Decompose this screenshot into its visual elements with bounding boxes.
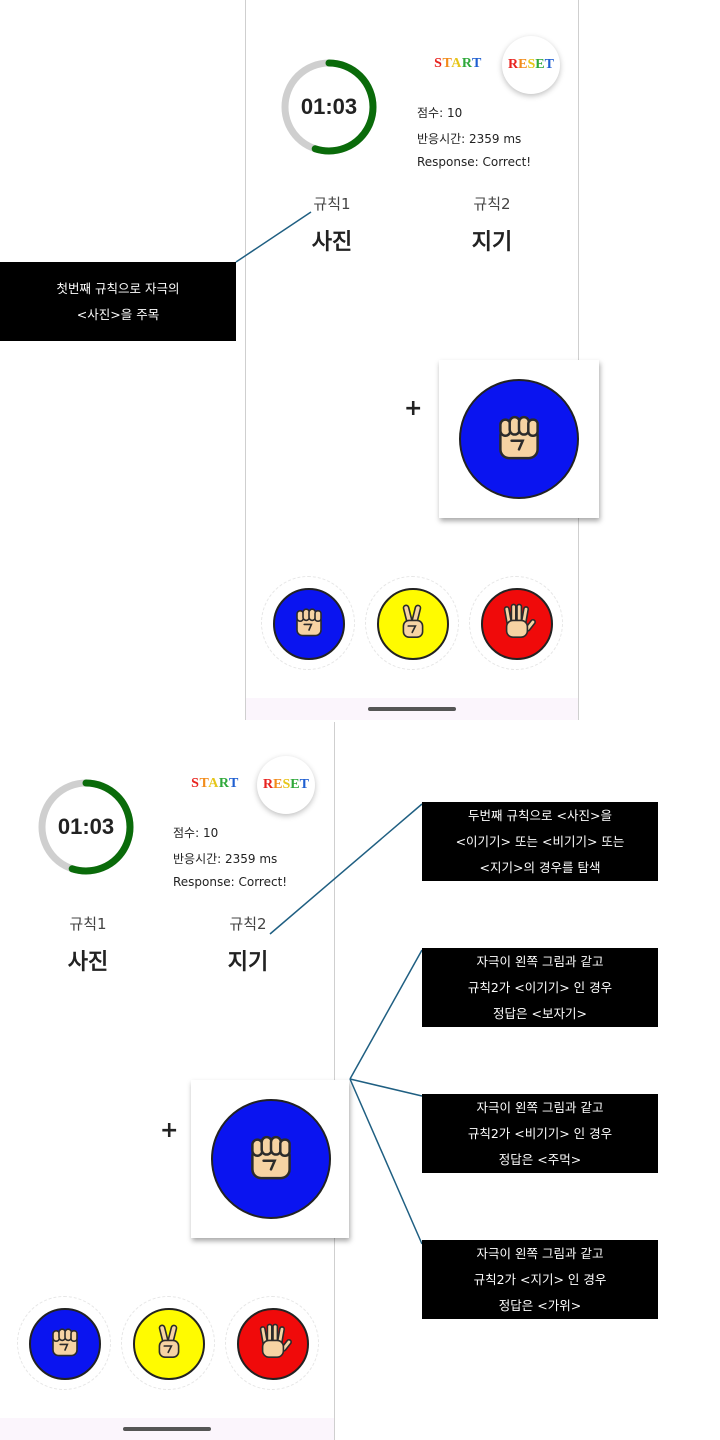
choice-paper-button[interactable] (225, 1296, 319, 1390)
choice-scissors-button[interactable] (121, 1296, 215, 1390)
countdown-timer: 01:03 (36, 777, 136, 877)
rule2-note: 두번째 규칙으로 <사진>을 <이기기> 또는 <비기기> 또는 <지기>의 경… (422, 802, 658, 881)
rock-fist-icon (289, 602, 329, 646)
paper-hand-icon (253, 1322, 293, 1366)
fixation-plus: + (404, 396, 423, 421)
rule1-value: 사진 (67, 950, 109, 975)
note-line: <지기>의 경우를 탐색 (479, 860, 601, 875)
note-line: 규칙2가 <지기> 인 경우 (473, 1272, 607, 1287)
reset-button-label: RESET (508, 57, 554, 72)
choice-rock-circle (29, 1308, 101, 1380)
choice-rock-circle (273, 588, 345, 660)
note-line: 정답은 <가위> (498, 1298, 582, 1313)
choice-paper-circle (237, 1308, 309, 1380)
note-line: 두번째 규칙으로 <사진>을 (468, 808, 612, 823)
timer-ring (281, 59, 377, 155)
response-text: Response: Correct! (173, 875, 288, 889)
timer-text: 01:03 (300, 94, 358, 119)
connector-case-draw (349, 1078, 423, 1097)
reaction-time-text: 반응시간: 2359 ms (417, 132, 522, 146)
rule2-value: 지기 (227, 950, 269, 975)
timer-text: 01:03 (57, 814, 115, 839)
countdown-timer: 01:03 (279, 57, 379, 157)
note-line: 첫번째 규칙으로 자극의 (56, 281, 180, 296)
rule2-value: 지기 (471, 230, 513, 255)
choice-scissors-circle (377, 588, 449, 660)
reset-button[interactable]: RESET (502, 36, 560, 94)
case-draw-note: 자극이 왼쪽 그림과 같고 규칙2가 <비기기> 인 경우 정답은 <주먹> (422, 1094, 658, 1173)
timer-ring (38, 779, 134, 875)
note-line: 자극이 왼쪽 그림과 같고 (476, 954, 604, 969)
choice-scissors-button[interactable] (365, 576, 459, 670)
choice-rock-button[interactable] (261, 576, 355, 670)
note-line: 규칙2가 <비기기> 인 경우 (467, 1126, 613, 1141)
choice-paper-button[interactable] (469, 576, 563, 670)
home-gesture-handle[interactable] (123, 1427, 211, 1431)
case-win-note: 자극이 왼쪽 그림과 같고 규칙2가 <이기기> 인 경우 정답은 <보자기> (422, 948, 658, 1027)
connector-case-lose (349, 1078, 423, 1245)
start-button[interactable]: START (418, 52, 498, 76)
home-gesture-handle[interactable] (368, 707, 456, 711)
connector-rule2 (269, 803, 423, 935)
rock-fist-icon (488, 406, 550, 472)
note-line: 자극이 왼쪽 그림과 같고 (476, 1246, 604, 1261)
note-line: 정답은 <보자기> (493, 1006, 587, 1021)
score-text: 점수: 10 (173, 826, 219, 840)
phone-screen-top: 01:03 START RESET 점수: 10 반응시간: 2359 ms R… (245, 0, 599, 720)
navigation-bar (0, 1418, 334, 1440)
rule1-value: 사진 (311, 230, 353, 255)
start-button[interactable]: START (175, 772, 255, 796)
start-button-label: START (434, 56, 482, 71)
paper-hand-icon (497, 602, 537, 646)
reaction-time-text: 반응시간: 2359 ms (173, 852, 278, 866)
rock-fist-icon (240, 1126, 302, 1192)
choice-paper-circle (481, 588, 553, 660)
scissors-hand-icon (149, 1322, 189, 1366)
stimulus-circle (459, 379, 579, 499)
response-text: Response: Correct! (417, 155, 532, 169)
note-line: 정답은 <주먹> (498, 1152, 582, 1167)
stimulus-card (439, 360, 599, 518)
stimulus-card (191, 1080, 349, 1238)
rule1-label: 규칙1 (69, 915, 107, 933)
navigation-bar (246, 698, 578, 720)
note-line: <사진>을 주목 (76, 307, 160, 322)
connector-rule1 (235, 211, 312, 263)
connector-case-win (349, 949, 423, 1080)
start-button-label: START (191, 776, 239, 791)
score-text: 점수: 10 (417, 106, 463, 120)
note-line: 자극이 왼쪽 그림과 같고 (476, 1100, 604, 1115)
choice-scissors-circle (133, 1308, 205, 1380)
rock-fist-icon (45, 1322, 85, 1366)
rule1-note: 첫번째 규칙으로 자극의 <사진>을 주목 (0, 262, 236, 341)
reset-button-label: RESET (263, 777, 309, 792)
scissors-hand-icon (393, 602, 433, 646)
choice-rock-button[interactable] (17, 1296, 111, 1390)
rule1-label: 규칙1 (313, 195, 351, 213)
rule2-label: 규칙2 (229, 915, 267, 933)
stimulus-circle (211, 1099, 331, 1219)
reset-button[interactable]: RESET (257, 756, 315, 814)
note-line: 규칙2가 <이기기> 인 경우 (467, 980, 613, 995)
note-line: <이기기> 또는 <비기기> 또는 (455, 834, 625, 849)
phone-screen-bottom: 01:03 START RESET 점수: 10 반응시간: 2359 ms R… (0, 722, 349, 1440)
fixation-plus: + (160, 1118, 179, 1143)
rule2-label: 규칙2 (473, 195, 511, 213)
case-lose-note: 자극이 왼쪽 그림과 같고 규칙2가 <지기> 인 경우 정답은 <가위> (422, 1240, 658, 1319)
